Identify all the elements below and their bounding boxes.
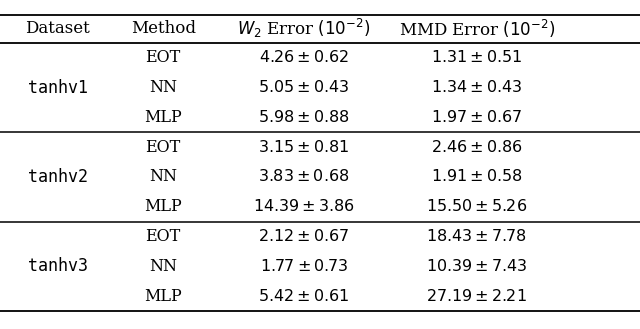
Text: $3.83 \pm 0.68$: $3.83 \pm 0.68$ [259,168,349,186]
Text: tanhv2: tanhv2 [28,168,88,186]
Text: tanhv1: tanhv1 [28,79,88,97]
Text: $1.91 \pm 0.58$: $1.91 \pm 0.58$ [431,168,523,186]
Text: $1.31 \pm 0.51$: $1.31 \pm 0.51$ [431,49,522,66]
Text: MLP: MLP [145,198,182,215]
Text: $1.97 \pm 0.67$: $1.97 \pm 0.67$ [431,109,522,126]
Text: tanhv3: tanhv3 [28,257,88,275]
Text: $10.39 \pm 7.43$: $10.39 \pm 7.43$ [426,258,527,275]
Text: $5.05 \pm 0.43$: $5.05 \pm 0.43$ [259,79,349,96]
Text: MLP: MLP [145,288,182,305]
Text: $15.50 \pm 5.26$: $15.50 \pm 5.26$ [426,198,527,215]
Text: EOT: EOT [145,228,181,245]
Text: $27.19 \pm 2.21$: $27.19 \pm 2.21$ [426,288,527,305]
Text: $2.12 \pm 0.67$: $2.12 \pm 0.67$ [259,228,349,245]
Text: $14.39 \pm 3.86$: $14.39 \pm 3.86$ [253,198,355,215]
Text: Method: Method [131,20,196,38]
Text: NN: NN [149,79,177,96]
Text: $5.42 \pm 0.61$: $5.42 \pm 0.61$ [259,288,349,305]
Text: MLP: MLP [145,109,182,126]
Text: $2.46 \pm 0.86$: $2.46 \pm 0.86$ [431,139,522,156]
Text: $4.26 \pm 0.62$: $4.26 \pm 0.62$ [259,49,349,66]
Text: EOT: EOT [145,49,181,66]
Text: $3.15 \pm 0.81$: $3.15 \pm 0.81$ [259,139,349,156]
Text: $18.43 \pm 7.78$: $18.43 \pm 7.78$ [426,228,527,245]
Text: $1.77 \pm 0.73$: $1.77 \pm 0.73$ [260,258,348,275]
Text: MMD Error $(10^{-2})$: MMD Error $(10^{-2})$ [399,18,555,40]
Text: NN: NN [149,258,177,275]
Text: $W_2$ Error $(10^{-2})$: $W_2$ Error $(10^{-2})$ [237,17,371,40]
Text: $5.98 \pm 0.88$: $5.98 \pm 0.88$ [259,109,349,126]
Text: Dataset: Dataset [25,20,90,38]
Text: EOT: EOT [145,139,181,156]
Text: NN: NN [149,168,177,186]
Text: $1.34 \pm 0.43$: $1.34 \pm 0.43$ [431,79,522,96]
